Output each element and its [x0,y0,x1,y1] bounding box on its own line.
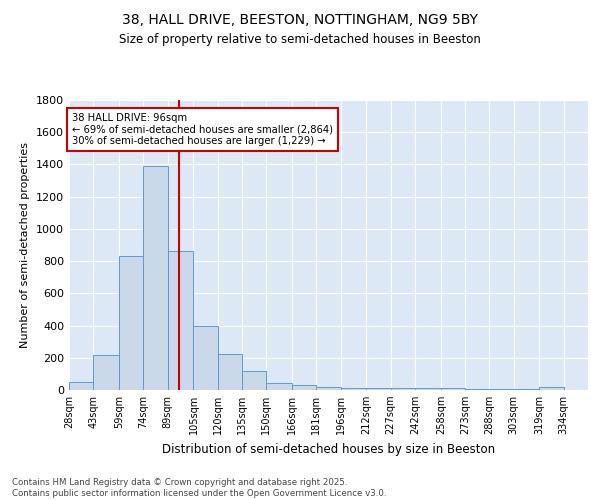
Bar [93,354,119,390]
Bar [490,388,514,390]
Bar [441,388,465,390]
Y-axis label: Number of semi-detached properties: Number of semi-detached properties [20,142,31,348]
Bar [167,250,193,390]
Bar [292,386,316,390]
Bar [218,354,242,390]
Bar [539,387,564,390]
Bar [69,382,93,390]
Bar [341,388,367,390]
Text: Size of property relative to semi-detached houses in Beeston: Size of property relative to semi-detach… [119,32,481,46]
Bar [391,388,415,390]
Text: 38 HALL DRIVE: 96sqm
← 69% of semi-detached houses are smaller (2,864)
30% of se: 38 HALL DRIVE: 96sqm ← 69% of semi-detac… [72,113,333,146]
Bar [465,388,490,390]
Bar [514,389,539,390]
Bar [367,388,391,390]
Bar [143,166,167,390]
X-axis label: Distribution of semi-detached houses by size in Beeston: Distribution of semi-detached houses by … [162,442,495,456]
Bar [316,387,341,390]
Bar [242,370,266,390]
Bar [193,326,218,390]
Bar [119,256,143,390]
Bar [415,388,441,390]
Bar [266,383,292,390]
Text: Contains HM Land Registry data © Crown copyright and database right 2025.
Contai: Contains HM Land Registry data © Crown c… [12,478,386,498]
Text: 38, HALL DRIVE, BEESTON, NOTTINGHAM, NG9 5BY: 38, HALL DRIVE, BEESTON, NOTTINGHAM, NG9… [122,12,478,26]
